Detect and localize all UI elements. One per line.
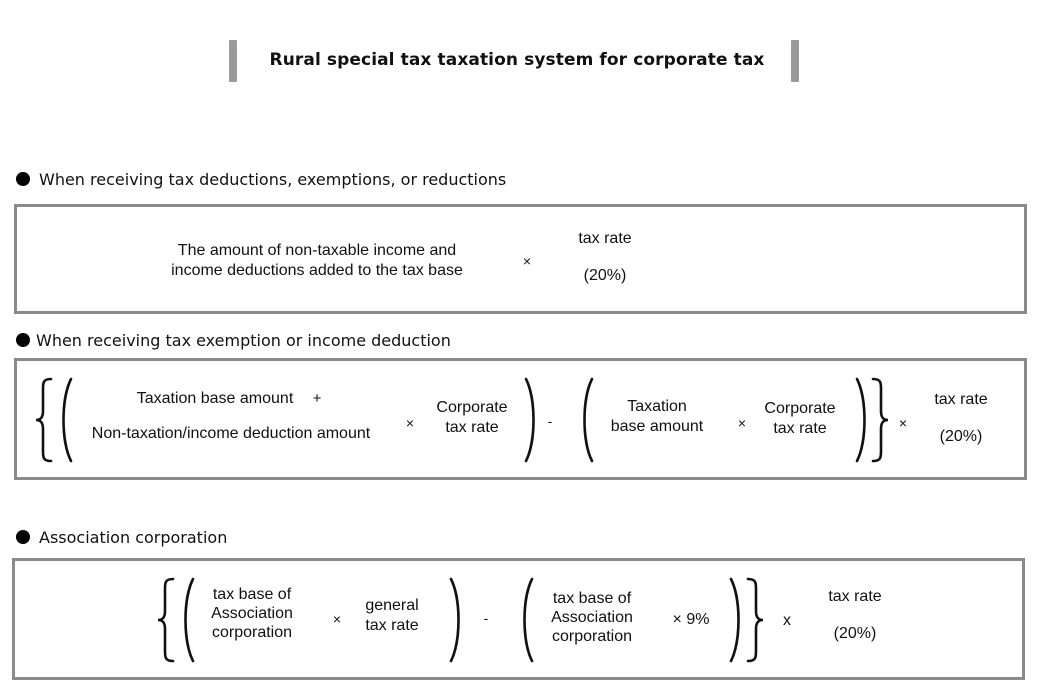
section-heading-text: When receiving tax deductions, exemption… xyxy=(39,170,507,189)
section-heading-deductions: When receiving tax deductions, exemption… xyxy=(16,170,506,189)
taxation-base-amount: Taxation base amount xyxy=(136,390,294,407)
taxation-base-line2: base amount xyxy=(610,418,704,435)
open-paren-icon xyxy=(523,577,534,663)
multiply-sign-3: × xyxy=(898,415,908,431)
corporate-tax-rate-2-line2: tax rate xyxy=(773,420,827,437)
multiply-sign: × xyxy=(522,253,532,269)
bullet-icon xyxy=(16,333,30,347)
close-paren-icon xyxy=(524,377,535,463)
open-brace-icon xyxy=(157,577,175,663)
association-tax-base-a-line3: corporation xyxy=(211,624,293,641)
corporate-tax-rate-1-line2: tax rate xyxy=(445,419,499,436)
association-tax-base-b-line3: corporation xyxy=(551,628,633,645)
non-taxable-amount-line1: The amount of non-taxable income and xyxy=(177,242,457,259)
non-taxable-amount-line2: income deductions added to the tax base xyxy=(171,262,463,279)
close-paren-icon xyxy=(855,377,866,463)
association-tax-base-a-line2: Association xyxy=(211,605,293,622)
association-tax-base-b-line1: tax base of xyxy=(552,590,632,607)
multiply-sign-2: × xyxy=(737,415,747,431)
section-heading-association: Association corporation xyxy=(16,528,227,547)
open-brace-icon xyxy=(35,377,53,463)
taxation-base-line1: Taxation xyxy=(627,398,687,415)
tax-rate-label: tax rate xyxy=(578,230,632,247)
close-brace-icon xyxy=(871,377,889,463)
close-paren-icon xyxy=(729,577,740,663)
tax-rate-label: tax rate xyxy=(934,391,988,408)
non-taxation-deduction-amount: Non-taxation/income deduction amount xyxy=(91,425,371,442)
section-heading-text: Association corporation xyxy=(39,528,228,547)
multiply-x: x xyxy=(783,612,791,629)
association-tax-base-a-line1: tax base of xyxy=(212,586,292,603)
section-heading-exemption: When receiving tax exemption or income d… xyxy=(16,331,451,350)
bullet-icon xyxy=(16,172,30,186)
title-right-bar xyxy=(791,40,799,82)
formula-box-exemption: Taxation base amount + Non-taxation/inco… xyxy=(14,358,1027,480)
tax-rate-value: (20%) xyxy=(939,428,983,445)
general-tax-rate-line2: tax rate xyxy=(365,617,419,634)
association-tax-base-b-line2: Association xyxy=(551,609,633,626)
open-paren-icon xyxy=(583,377,594,463)
general-tax-rate-line1: general xyxy=(365,597,419,614)
tax-rate-value: (20%) xyxy=(833,625,877,642)
minus-sign: - xyxy=(547,413,553,429)
multiply-sign-1: × xyxy=(332,611,342,627)
title-left-bar xyxy=(229,40,237,82)
tax-rate-value: (20%) xyxy=(583,267,627,284)
minus-sign: - xyxy=(483,610,489,626)
page-title: Rural special tax taxation system for co… xyxy=(269,50,765,70)
corporate-tax-rate-1-line1: Corporate xyxy=(436,399,508,416)
multiply-sign-1: × xyxy=(405,415,415,431)
section-heading-text: When receiving tax exemption or income d… xyxy=(36,331,451,350)
corporate-tax-rate-2-line1: Corporate xyxy=(764,400,836,417)
open-paren-icon xyxy=(184,577,195,663)
formula-box-deductions: The amount of non-taxable income and inc… xyxy=(14,204,1027,314)
formula-box-association: tax base of Association corporation × ge… xyxy=(12,558,1025,680)
open-paren-icon xyxy=(62,377,73,463)
plus-sign: + xyxy=(312,390,322,407)
close-brace-icon xyxy=(746,577,764,663)
bullet-icon xyxy=(16,530,30,544)
close-paren-icon xyxy=(449,577,460,663)
multiply-nine-percent: × 9% xyxy=(672,611,710,628)
tax-rate-label: tax rate xyxy=(828,588,882,605)
